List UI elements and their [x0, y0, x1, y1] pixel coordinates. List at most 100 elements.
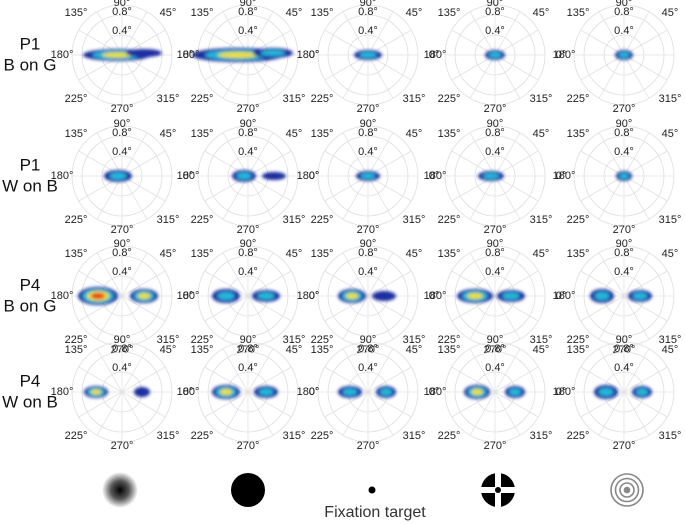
- density-level: [360, 172, 376, 180]
- polar-spoke: [121, 252, 148, 297]
- polar-spoke: [247, 150, 292, 177]
- angle-label: 315°: [403, 93, 426, 105]
- fixation-icons: [102, 472, 644, 508]
- angle-label: 45°: [533, 344, 550, 356]
- angle-label: 0°: [556, 49, 567, 61]
- polar-spoke: [598, 295, 625, 340]
- radius-label: 0.4°: [485, 362, 505, 374]
- polar-spoke: [222, 54, 249, 99]
- polar-plot: 0°45°90°135°180°225°270°315°0.4°0.8°: [51, 0, 194, 115]
- angle-label: 180°: [424, 386, 447, 398]
- angle-label: 0°: [183, 290, 194, 302]
- icon-gaussian: [102, 472, 138, 508]
- polar-spoke: [78, 366, 123, 393]
- polar-spoke: [222, 391, 249, 436]
- polar-spoke: [367, 175, 394, 220]
- radius-label: 0.8°: [238, 6, 258, 18]
- density-level: [619, 172, 629, 180]
- polar-spoke: [623, 366, 668, 393]
- angle-label: 180°: [553, 290, 576, 302]
- polar-plot: 0°45°90°135°180°225°270°315°0.4°0.8°: [553, 238, 685, 356]
- polar-spoke: [247, 270, 292, 297]
- angle-label: 45°: [286, 128, 303, 140]
- polar-spoke: [121, 348, 148, 393]
- radius-label: 0.4°: [485, 146, 505, 158]
- radius-label: 0.8°: [614, 343, 634, 355]
- angle-label: 315°: [157, 430, 180, 442]
- polar-plot: 0°45°90°135°180°225°270°315°0.4°0.8°: [424, 334, 567, 452]
- angle-label: 45°: [160, 7, 177, 19]
- angle-label: 135°: [65, 344, 88, 356]
- radius-label: 0.4°: [358, 146, 378, 158]
- angle-label: 0°: [183, 49, 194, 61]
- polar-plot: 0°45°90°135°180°225°270°315°0.4°0.8°: [51, 238, 194, 356]
- angle-label: 0°: [429, 49, 440, 61]
- polar-spoke: [623, 54, 668, 81]
- polar-spoke: [623, 295, 668, 322]
- angle-label: 0°: [183, 386, 194, 398]
- polar-spoke: [222, 252, 249, 297]
- radius-label: 0.8°: [112, 247, 132, 259]
- angle-label: 90°: [240, 118, 257, 130]
- angle-label: 180°: [177, 386, 200, 398]
- angle-label: 270°: [357, 224, 380, 236]
- polar-spoke: [247, 132, 274, 177]
- polar-spoke: [580, 29, 625, 56]
- polar-spoke: [367, 348, 394, 393]
- angle-label: 225°: [311, 430, 334, 442]
- angle-label: 45°: [533, 7, 550, 19]
- angle-label: 225°: [567, 430, 590, 442]
- polar-spoke: [121, 391, 166, 418]
- polar-spoke: [598, 391, 625, 436]
- polar-spoke: [494, 54, 539, 81]
- polar-spoke: [623, 252, 650, 297]
- density-level: [217, 291, 235, 301]
- polar-spoke: [96, 295, 123, 340]
- angle-label: 90°: [616, 0, 633, 9]
- polar-spoke: [598, 348, 625, 393]
- icon-crosshair: [481, 473, 515, 507]
- angle-label: 315°: [530, 214, 553, 226]
- icon-dot: [368, 486, 376, 494]
- density-map: [457, 289, 525, 303]
- row-label: P4: [20, 275, 41, 294]
- angle-label: 315°: [530, 430, 553, 442]
- polar-spoke: [469, 11, 496, 56]
- polar-spoke: [623, 11, 650, 56]
- polar-spoke: [623, 270, 668, 297]
- polar-spoke: [96, 132, 123, 177]
- angle-label: 90°: [360, 118, 377, 130]
- angle-label: 90°: [616, 118, 633, 130]
- polar-spoke: [580, 150, 625, 177]
- angle-label: 45°: [533, 248, 550, 260]
- angle-label: 180°: [51, 49, 74, 61]
- radius-label: 0.4°: [485, 25, 505, 37]
- angle-label: 90°: [360, 334, 377, 346]
- angle-label: 270°: [613, 224, 636, 236]
- polar-spoke: [469, 132, 496, 177]
- angle-label: 45°: [533, 128, 550, 140]
- polar-plot: 0°45°90°135°180°225°270°315°0.4°0.8°: [424, 0, 567, 115]
- polar-plot: 0°45°90°135°180°225°270°315°0.4°0.8°: [177, 118, 320, 236]
- angle-label: 180°: [177, 170, 200, 182]
- angle-label: 270°: [237, 103, 260, 115]
- polar-plot: 0°45°90°135°180°225°270°315°0.4°0.8°: [177, 0, 320, 115]
- polar-spoke: [598, 175, 625, 220]
- radius-label: 0.4°: [238, 25, 258, 37]
- angle-label: 0°: [556, 290, 567, 302]
- angle-label: 315°: [283, 214, 306, 226]
- polar-plot: 0°45°90°135°180°225°270°315°0.4°0.8°: [297, 0, 440, 115]
- angle-label: 225°: [567, 214, 590, 226]
- polar-spoke: [324, 366, 369, 393]
- polar-spoke: [342, 132, 369, 177]
- angle-label: 180°: [424, 170, 447, 182]
- radius-label: 0.4°: [112, 362, 132, 374]
- icon-bullseye: [610, 473, 644, 507]
- density-level: [126, 49, 162, 57]
- polar-spoke: [494, 54, 521, 99]
- polar-spoke: [598, 132, 625, 177]
- polar-spoke: [623, 175, 668, 202]
- polar-spoke: [367, 391, 412, 418]
- angle-label: 45°: [286, 344, 303, 356]
